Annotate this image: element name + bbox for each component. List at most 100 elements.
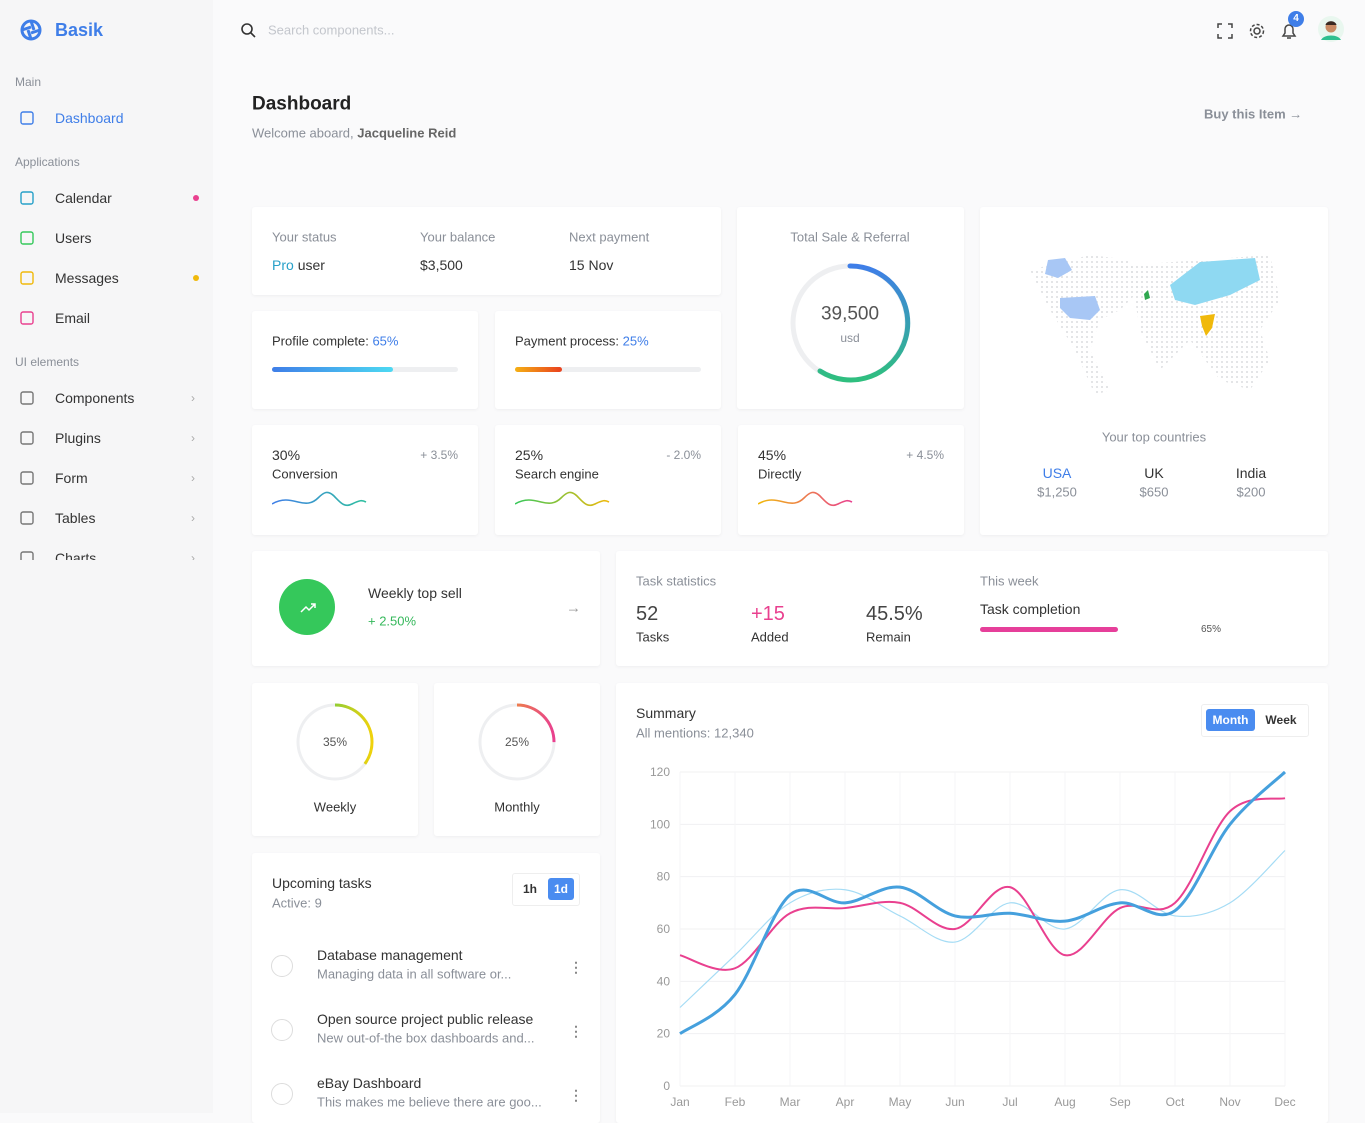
- notification-badge: 4: [1288, 11, 1304, 27]
- country-name: UK: [1144, 465, 1164, 481]
- buy-text: Buy this Item: [1204, 106, 1286, 122]
- task-check[interactable]: [271, 955, 293, 977]
- menu-icon: [20, 431, 34, 445]
- task-check[interactable]: [271, 1019, 293, 1041]
- status-text: user: [297, 257, 325, 273]
- sale-ring: [790, 263, 911, 383]
- payment-pct: 25%: [622, 333, 649, 349]
- trend-icon: [279, 579, 335, 635]
- payment-track: [515, 367, 701, 372]
- y-tick-label: 80: [657, 870, 671, 884]
- donut-value: 25%: [504, 735, 530, 749]
- balance-label: Your balance: [420, 229, 496, 245]
- task-desc: This makes me believe there are goo...: [317, 1094, 542, 1110]
- task-title: Database management: [317, 947, 463, 963]
- icon-shape: [20, 471, 34, 485]
- payment-card: [495, 311, 721, 409]
- spark-path: [758, 491, 853, 507]
- profile-value: 65%: [372, 333, 399, 349]
- icon-shape: [20, 391, 34, 405]
- menu-item[interactable]: Form: [55, 470, 88, 486]
- x-tick-label: Apr: [836, 1095, 855, 1109]
- donut-value: 35%: [322, 735, 348, 749]
- avatar[interactable]: [1318, 16, 1344, 42]
- country-name: USA: [1042, 465, 1072, 481]
- menu-icon: [20, 111, 34, 125]
- welcome: Welcome aboard, Jacqueline Reid: [252, 127, 456, 140]
- payment-label: Next payment: [569, 229, 650, 245]
- buy-link[interactable]: Buy this Item →: [1204, 106, 1303, 122]
- menu-item[interactable]: Charts: [55, 550, 97, 560]
- menu-chevron: ›: [191, 431, 195, 445]
- task-stat-label: Remain: [866, 629, 911, 645]
- task-stat-value: +15: [751, 603, 785, 625]
- tasks-title: Upcoming tasks: [272, 875, 372, 891]
- page-title: Dashboard: [252, 93, 352, 115]
- tab-1d[interactable]: 1d: [548, 878, 574, 900]
- icon-shape: [20, 431, 34, 445]
- menu-item[interactable]: Messages: [55, 270, 119, 286]
- brand: Basik: [55, 20, 104, 40]
- task-stat-value: 45.5%: [866, 603, 923, 625]
- task-menu[interactable]: ⋮: [569, 1087, 583, 1103]
- menu-icon: [20, 551, 34, 560]
- donut-card: [252, 683, 418, 836]
- search-input[interactable]: Search components...: [268, 22, 395, 38]
- donut-arc: [296, 703, 374, 781]
- completion-track: [980, 627, 1193, 632]
- task-stats-card: [616, 551, 1328, 666]
- x-tick-label: Nov: [1219, 1095, 1240, 1109]
- summary-title: Summary: [636, 705, 696, 721]
- menu-item[interactable]: Dashboard: [55, 110, 124, 126]
- x-tick-label: Mar: [780, 1095, 801, 1109]
- stat-change: + 3.5%: [420, 448, 458, 462]
- menu-section: Main: [15, 75, 42, 89]
- task-desc: New out-of-the box dashboards and...: [317, 1030, 535, 1046]
- task-stat-label: Added: [751, 629, 789, 645]
- x-tick-label: Sep: [1109, 1095, 1131, 1109]
- series-line: [679, 797, 1286, 971]
- task-menu[interactable]: ⋮: [569, 959, 583, 975]
- tasks-active: Active: 9: [272, 895, 322, 911]
- stat-change: - 2.0%: [666, 448, 701, 462]
- menu-item[interactable]: Plugins: [55, 430, 101, 446]
- menu-item[interactable]: Users: [55, 230, 92, 246]
- top-icons[interactable]: [1216, 22, 1316, 42]
- spark-path: [515, 491, 610, 507]
- task-title: Open source project public release: [317, 1011, 534, 1027]
- balance-value: $3,500: [420, 257, 463, 273]
- tab-1h[interactable]: 1h: [522, 882, 537, 896]
- tab-week[interactable]: Week: [1265, 713, 1297, 727]
- profile-card: [252, 311, 478, 409]
- summary-subtitle: All mentions: 12,340: [636, 725, 754, 741]
- donut-label: Weekly: [313, 799, 357, 815]
- menu-item[interactable]: Components: [55, 390, 135, 406]
- sidebar-menu: Basik Main Dashboard Applications Calendar U…: [0, 0, 213, 560]
- menu-icon: [20, 191, 34, 205]
- status-value: Pro user: [272, 258, 325, 272]
- menu-icon: [20, 311, 34, 325]
- menu-item[interactable]: Calendar: [55, 190, 112, 206]
- weekly-top-value: + 2.50%: [368, 613, 417, 629]
- x-tick-label: Jan: [670, 1095, 689, 1109]
- payment-text: Payment process:: [515, 333, 620, 349]
- countries-title: Your top countries: [1101, 429, 1207, 445]
- task-check[interactable]: [271, 1083, 293, 1105]
- task-title: eBay Dashboard: [317, 1075, 422, 1091]
- menu-item[interactable]: Tables: [55, 510, 96, 526]
- icon-shape: [20, 191, 34, 205]
- donut-label: Monthly: [494, 799, 540, 815]
- menu-icon: [20, 231, 34, 245]
- tab-month[interactable]: Month: [1206, 709, 1255, 731]
- country-name: India: [1235, 465, 1267, 481]
- menu-chevron: ›: [191, 551, 195, 560]
- sale-card: [737, 207, 964, 409]
- menu-item[interactable]: Email: [55, 310, 91, 326]
- task-stat-label: Tasks: [636, 629, 670, 645]
- stat-change: + 4.5%: [906, 448, 944, 462]
- donut: [296, 703, 374, 781]
- arrow[interactable]: →: [566, 599, 581, 617]
- sparkline: [515, 491, 610, 507]
- stat-label: Conversion: [272, 466, 338, 482]
- task-menu[interactable]: ⋮: [569, 1023, 583, 1039]
